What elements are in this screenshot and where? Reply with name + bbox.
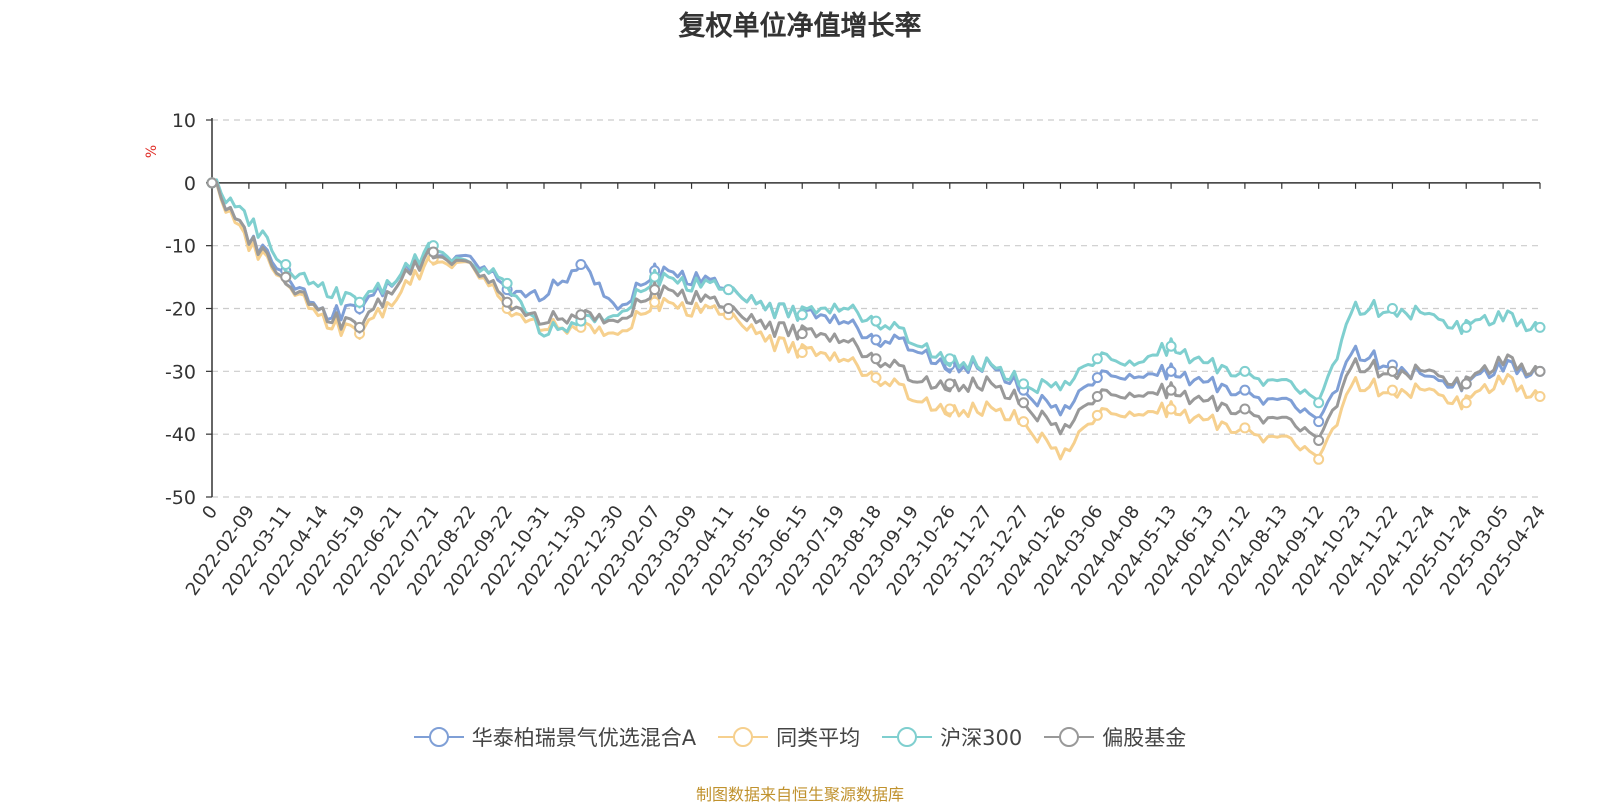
series-point-2 [649, 271, 661, 283]
legend-equity-funds-icon [1044, 727, 1095, 747]
series-point-2 [354, 296, 366, 308]
series-point-3 [354, 321, 366, 333]
series-point-2 [280, 259, 292, 271]
series-point-1 [1239, 422, 1251, 434]
legend-fund-label: 华泰柏瑞景气优选混合A [471, 726, 697, 750]
series-point-3 [206, 177, 218, 189]
legend: 华泰柏瑞景气优选混合A 同类平均 沪深300 偏股基金 [0, 722, 1600, 752]
series-point-2 [1239, 365, 1251, 377]
y-axis-unit-label: % [144, 145, 160, 158]
series-point-2 [1534, 321, 1546, 333]
series-point-2 [501, 277, 513, 289]
series-point-2 [944, 353, 956, 365]
series-point-3 [944, 378, 956, 390]
y-tick-label: -30 [165, 361, 196, 383]
series-point-1 [796, 346, 808, 358]
series-point-1 [944, 403, 956, 415]
y-tick-label: -50 [165, 487, 196, 509]
series-point-3 [1534, 365, 1546, 377]
gridlines [212, 119, 1540, 498]
legend-fund-icon [413, 727, 464, 747]
series-point-3 [649, 284, 661, 296]
series-point-0 [870, 334, 882, 346]
series-point-2 [1313, 397, 1325, 409]
series-point-0 [575, 259, 587, 271]
series-point-2 [1460, 321, 1472, 333]
legend-peer-average-label: 同类平均 [776, 726, 861, 750]
series-point-3 [427, 246, 439, 258]
series-point-3 [796, 328, 808, 340]
series-point-1 [1165, 403, 1177, 415]
legend-csi300-icon [882, 727, 933, 747]
series-point-1 [1313, 453, 1325, 465]
chart-title: 复权单位净值增长率 [678, 11, 922, 42]
series-point-3 [1091, 390, 1103, 402]
series-point-2 [796, 309, 808, 321]
series-point-2 [1165, 340, 1177, 352]
series-point-2 [870, 315, 882, 327]
legend-csi300-label: 沪深300 [940, 726, 1023, 750]
series-point-1 [1091, 409, 1103, 421]
legend-item-peer-average[interactable]: 同类平均 [718, 722, 860, 752]
series-point-2 [1091, 353, 1103, 365]
axes [206, 118, 1541, 498]
series-point-3 [722, 303, 734, 314]
series-point-3 [1239, 403, 1251, 415]
legend-item-csi300[interactable]: 沪深300 [882, 722, 1022, 752]
y-tick-label: 10 [172, 110, 196, 132]
series-point-0 [1091, 372, 1103, 384]
series-line-3 [211, 180, 1542, 440]
series-point-0 [1313, 416, 1325, 428]
series-point-0 [1165, 365, 1177, 377]
series-point-1 [1534, 390, 1546, 402]
series-point-2 [1018, 378, 1030, 390]
legend-peer-average-icon [718, 727, 769, 747]
legend-item-fund[interactable]: 华泰柏瑞景气优选混合A [413, 722, 697, 752]
series-point-2 [722, 284, 734, 296]
series-point-3 [1460, 378, 1472, 390]
series-point-3 [1313, 434, 1325, 446]
series-point-1 [870, 372, 882, 384]
y-tick-label: 0 [184, 173, 196, 195]
y-tick-label: -20 [165, 299, 196, 321]
series-point-1 [1460, 397, 1472, 409]
source-note: 制图数据来自恒生聚源数据库 [695, 785, 904, 804]
series-point-2 [1386, 303, 1398, 314]
x-tick-label: 0 [198, 502, 222, 523]
series-point-3 [575, 309, 587, 321]
series-line-0 [211, 180, 1541, 421]
series-point-3 [1018, 397, 1030, 409]
series-point-3 [1386, 365, 1398, 377]
series-point-3 [280, 271, 292, 283]
series-point-1 [1018, 416, 1030, 428]
legend-equity-funds-label: 偏股基金 [1102, 726, 1187, 750]
legend-item-equity-funds[interactable]: 偏股基金 [1044, 722, 1186, 752]
series-point-3 [870, 353, 882, 365]
series-line-2 [211, 178, 1542, 403]
series-lines [206, 177, 1546, 465]
series-point-1 [649, 296, 661, 308]
series-point-0 [1239, 384, 1251, 396]
y-tick-label: -10 [165, 236, 196, 258]
y-tick-label: -40 [165, 424, 196, 446]
series-point-3 [1165, 384, 1177, 396]
series-point-1 [1386, 384, 1398, 396]
series-point-3 [501, 296, 513, 308]
